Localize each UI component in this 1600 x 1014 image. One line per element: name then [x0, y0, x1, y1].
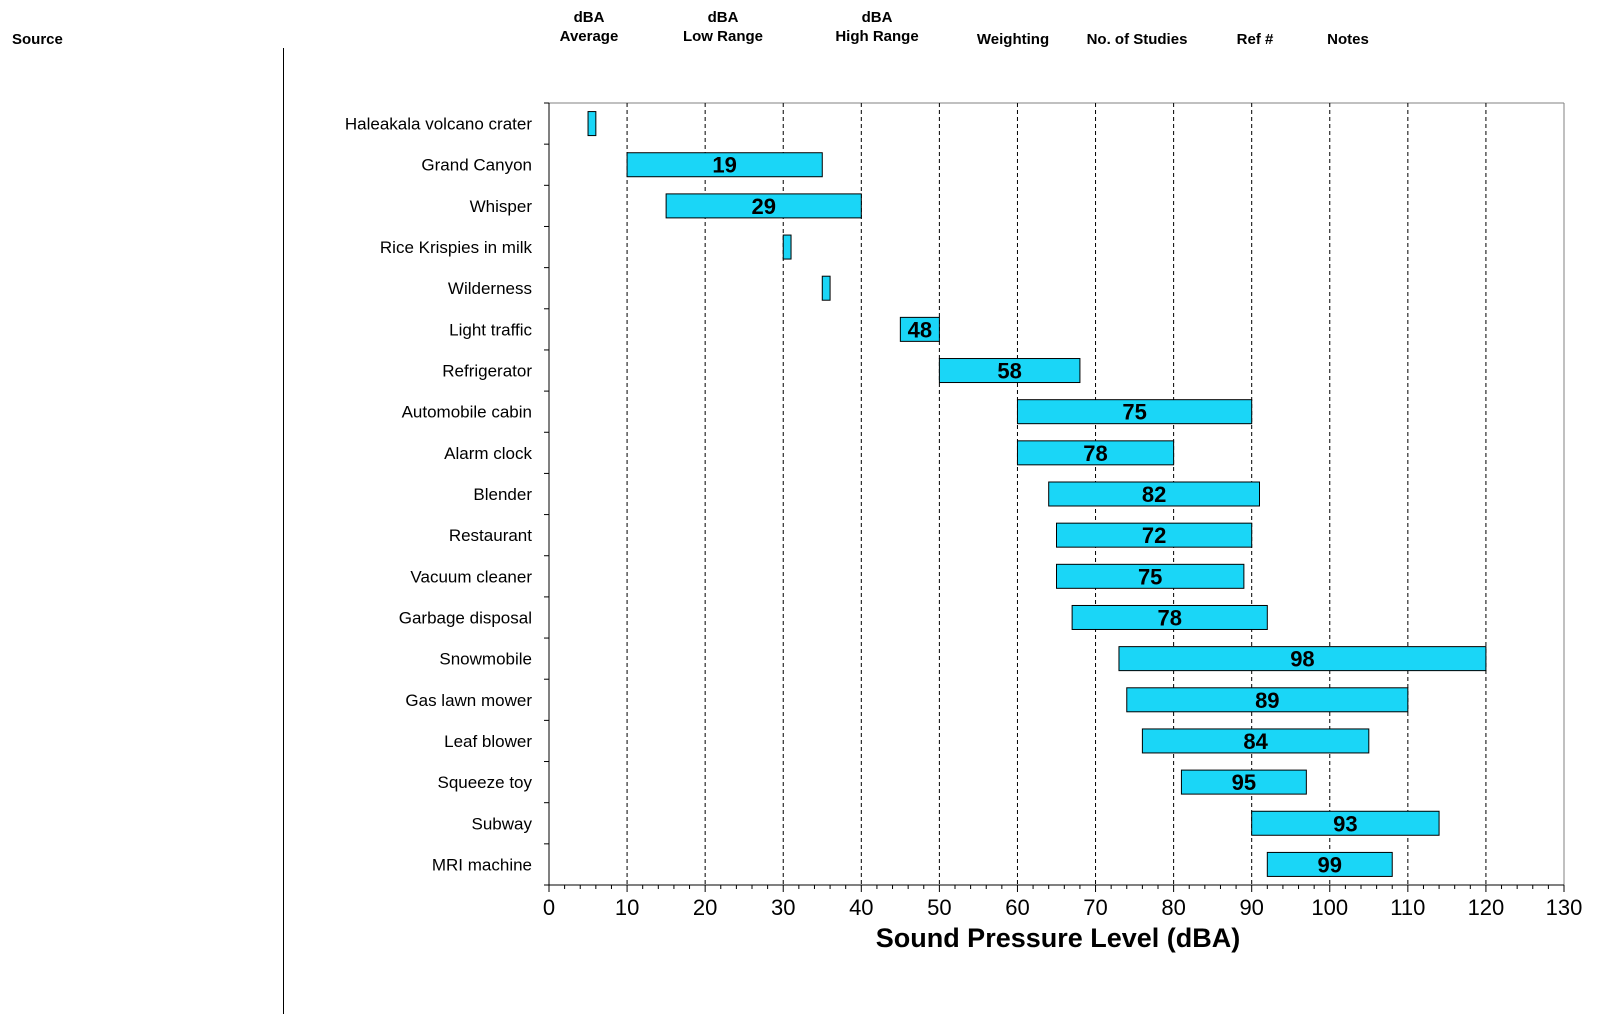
- average-label: 75: [1122, 400, 1146, 425]
- average-label: 75: [1138, 564, 1162, 589]
- range-bar: [1048, 481, 1260, 507]
- range-bar: [1016, 399, 1253, 425]
- average-label: 82: [1142, 482, 1166, 507]
- category-label: Blender: [473, 485, 532, 504]
- col-header-source: Source: [12, 31, 63, 48]
- category-label: Refrigerator: [442, 362, 532, 381]
- range-bar: [1056, 522, 1253, 548]
- average-label: 29: [751, 194, 775, 219]
- range-bar: [587, 111, 597, 137]
- average-label: 98: [1290, 647, 1314, 672]
- range-bar: [1056, 563, 1245, 589]
- category-label: Automobile cabin: [402, 403, 532, 422]
- range-bar: [821, 275, 831, 301]
- category-label: Alarm clock: [444, 444, 532, 463]
- x-tick-label: 40: [849, 895, 873, 920]
- range-bar: [938, 358, 1081, 384]
- x-tick-label: 20: [693, 895, 717, 920]
- range-bar: [665, 193, 862, 219]
- col-header-average: dBA Average: [559, 9, 619, 45]
- range-bar: [1141, 728, 1370, 754]
- category-label: Wilderness: [448, 279, 532, 298]
- col-header-weighting: Weighting: [976, 31, 1050, 48]
- category-label: Whisper: [470, 197, 533, 216]
- average-label: 48: [908, 317, 932, 342]
- x-tick-label: 120: [1468, 895, 1505, 920]
- range-bar: [1266, 851, 1393, 877]
- category-label: Squeeze toy: [437, 773, 532, 792]
- col-header-notes: Notes: [1327, 31, 1369, 48]
- average-label: 72: [1142, 523, 1166, 548]
- category-label: Light traffic: [449, 320, 532, 339]
- average-label: 99: [1318, 852, 1342, 877]
- range-bar: [899, 316, 940, 342]
- category-label: Grand Canyon: [421, 156, 532, 175]
- category-label: Vacuum cleaner: [410, 567, 532, 586]
- range-bar: [1126, 687, 1409, 713]
- col-header-ref: Ref #: [1236, 31, 1274, 48]
- average-label: 93: [1333, 811, 1357, 836]
- category-label: Rice Krispies in milk: [380, 238, 533, 257]
- col-header-high-range: dBA High Range: [835, 9, 919, 45]
- x-tick-label: 30: [771, 895, 795, 920]
- average-label: 95: [1232, 770, 1256, 795]
- column-separator: [283, 48, 284, 1014]
- average-label: 78: [1157, 605, 1181, 630]
- average-label: 19: [712, 153, 736, 178]
- category-label: Subway: [472, 814, 533, 833]
- category-label: Garbage disposal: [399, 608, 532, 627]
- category-label: Restaurant: [449, 526, 532, 545]
- x-tick-label: 60: [1005, 895, 1029, 920]
- category-label: Leaf blower: [444, 732, 532, 751]
- average-label: 89: [1255, 688, 1279, 713]
- range-bar: [1016, 440, 1175, 466]
- average-label: 78: [1083, 441, 1107, 466]
- x-tick-label: 70: [1083, 895, 1107, 920]
- x-tick-label: 110: [1390, 895, 1425, 920]
- range-bar: [1118, 646, 1487, 672]
- x-tick-label: 80: [1161, 895, 1185, 920]
- category-label: Haleakala volcano crater: [345, 115, 532, 134]
- x-tick-label: 130: [1546, 895, 1583, 920]
- x-tick-label: 50: [927, 895, 951, 920]
- average-label: 58: [997, 359, 1021, 384]
- category-label: Snowmobile: [439, 650, 532, 669]
- average-label: 84: [1243, 729, 1268, 754]
- x-tick-label: 100: [1311, 895, 1348, 920]
- x-tick-label: 10: [615, 895, 639, 920]
- col-header-no-of-studies: No. of Studies: [1086, 31, 1188, 48]
- category-label: Gas lawn mower: [405, 691, 532, 710]
- range-bar: [626, 152, 823, 178]
- range-bar: [1180, 769, 1307, 795]
- x-tick-label: 0: [543, 895, 555, 920]
- x-tick-label: 90: [1239, 895, 1263, 920]
- x-axis-title: Sound Pressure Level (dBA): [876, 923, 1241, 953]
- category-label: MRI machine: [432, 855, 532, 874]
- range-bar: [1071, 604, 1268, 630]
- range-bar: [782, 234, 792, 260]
- range-bar: [1251, 810, 1440, 836]
- col-header-low-range: dBA Low Range: [682, 9, 763, 45]
